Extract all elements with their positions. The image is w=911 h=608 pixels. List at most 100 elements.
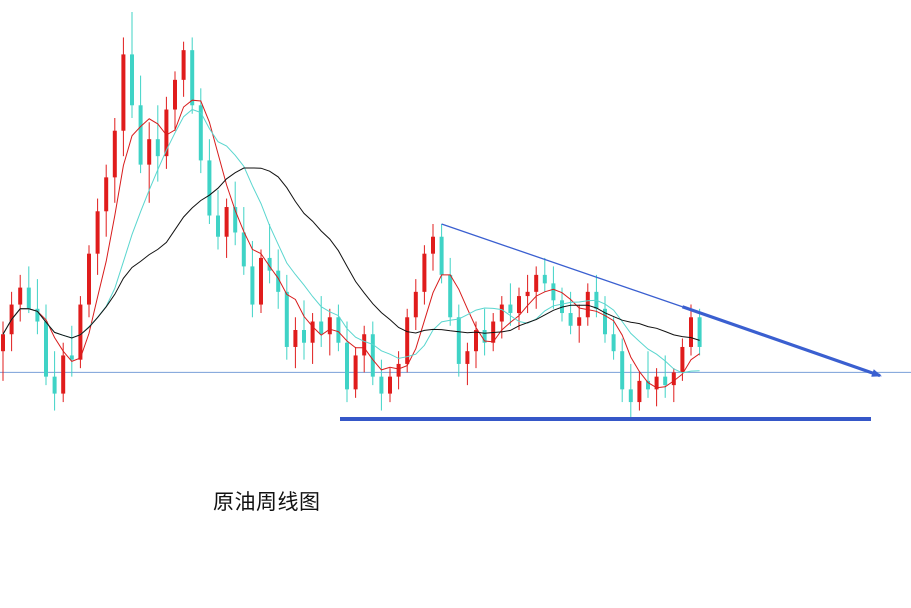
candle-body — [508, 304, 513, 314]
candle-body — [26, 287, 31, 309]
candle-body — [534, 274, 539, 292]
candle-body — [181, 50, 186, 80]
candle — [585, 283, 590, 326]
candle — [95, 198, 100, 275]
candle-body — [388, 376, 392, 394]
candle — [293, 317, 298, 369]
candle-body — [465, 351, 470, 364]
candle — [302, 300, 306, 360]
candle — [611, 317, 616, 360]
candle-body — [689, 317, 693, 347]
candle-body — [61, 355, 66, 394]
candles-layer — [1, 12, 702, 420]
candle-body — [413, 291, 418, 318]
candle-body — [224, 207, 229, 237]
candle-body — [250, 266, 255, 305]
candle-body — [1, 334, 5, 352]
candle-body — [164, 109, 169, 157]
candle — [233, 181, 238, 246]
candle-body — [293, 330, 298, 347]
candle-body — [345, 342, 349, 390]
moving-average-line-5 — [2, 99, 700, 389]
moving-average-line-10 — [2, 108, 700, 374]
candle — [577, 304, 582, 343]
candle — [1, 321, 5, 381]
candle — [663, 355, 668, 398]
candle-body — [697, 317, 702, 347]
candle — [345, 321, 349, 403]
candle-body — [130, 54, 134, 106]
candle — [164, 96, 169, 169]
candle-body — [112, 130, 117, 178]
candle — [259, 249, 263, 314]
candle-body — [198, 105, 203, 161]
candle — [671, 368, 676, 403]
candle — [413, 279, 418, 330]
candle-body — [284, 291, 289, 347]
candle — [551, 266, 556, 309]
candle — [61, 342, 66, 403]
candle-body — [147, 139, 152, 165]
candle — [319, 296, 324, 347]
candle-body — [585, 291, 590, 318]
candle — [327, 308, 332, 356]
candle-body — [78, 304, 83, 360]
candle — [112, 118, 117, 203]
candle-body — [104, 177, 109, 212]
candle-body — [422, 253, 427, 292]
candle — [173, 71, 177, 131]
candle-body — [173, 79, 177, 110]
candle-body — [525, 291, 530, 297]
candle — [87, 245, 91, 318]
candle-body — [216, 215, 220, 237]
candle-body — [69, 355, 74, 360]
candle-body — [482, 330, 487, 343]
candle — [362, 325, 367, 373]
candle — [181, 41, 186, 97]
candle-body — [310, 321, 315, 343]
candle-body — [52, 376, 57, 394]
candle-body — [628, 389, 633, 403]
candle — [482, 308, 487, 356]
candle-body — [121, 54, 126, 131]
candle-body — [499, 304, 504, 322]
candle-body — [396, 363, 401, 377]
candle — [456, 304, 461, 377]
candle — [78, 296, 83, 369]
candle-body — [611, 334, 616, 352]
candle — [18, 274, 23, 322]
candle — [198, 88, 203, 174]
candle-body — [327, 317, 332, 335]
candle — [689, 304, 693, 356]
candle-body — [233, 207, 238, 233]
candle — [448, 257, 453, 326]
candle-body — [517, 296, 521, 314]
candle — [525, 274, 530, 314]
candle-body — [259, 257, 263, 305]
candle — [542, 257, 547, 292]
candle — [284, 274, 289, 360]
candle — [26, 266, 31, 314]
candle — [121, 37, 126, 157]
moving-average-layer — [2, 99, 700, 389]
candle-body — [353, 355, 358, 390]
candle-body — [431, 236, 435, 254]
candle-body — [302, 330, 306, 343]
candle-body — [336, 317, 341, 343]
candle — [44, 304, 48, 386]
candle-body — [577, 317, 582, 326]
candle — [310, 313, 315, 364]
candle — [439, 224, 444, 284]
candle-body — [370, 334, 375, 377]
candle — [267, 224, 272, 284]
candle-body — [241, 232, 246, 267]
candle-body — [671, 372, 676, 386]
trend-line-arrow — [681, 305, 882, 378]
candle-body — [663, 376, 668, 386]
candle — [474, 321, 478, 369]
candle — [353, 346, 358, 398]
candle — [216, 190, 220, 250]
candle-body — [87, 253, 91, 305]
candle — [405, 308, 410, 373]
candle — [465, 342, 470, 386]
